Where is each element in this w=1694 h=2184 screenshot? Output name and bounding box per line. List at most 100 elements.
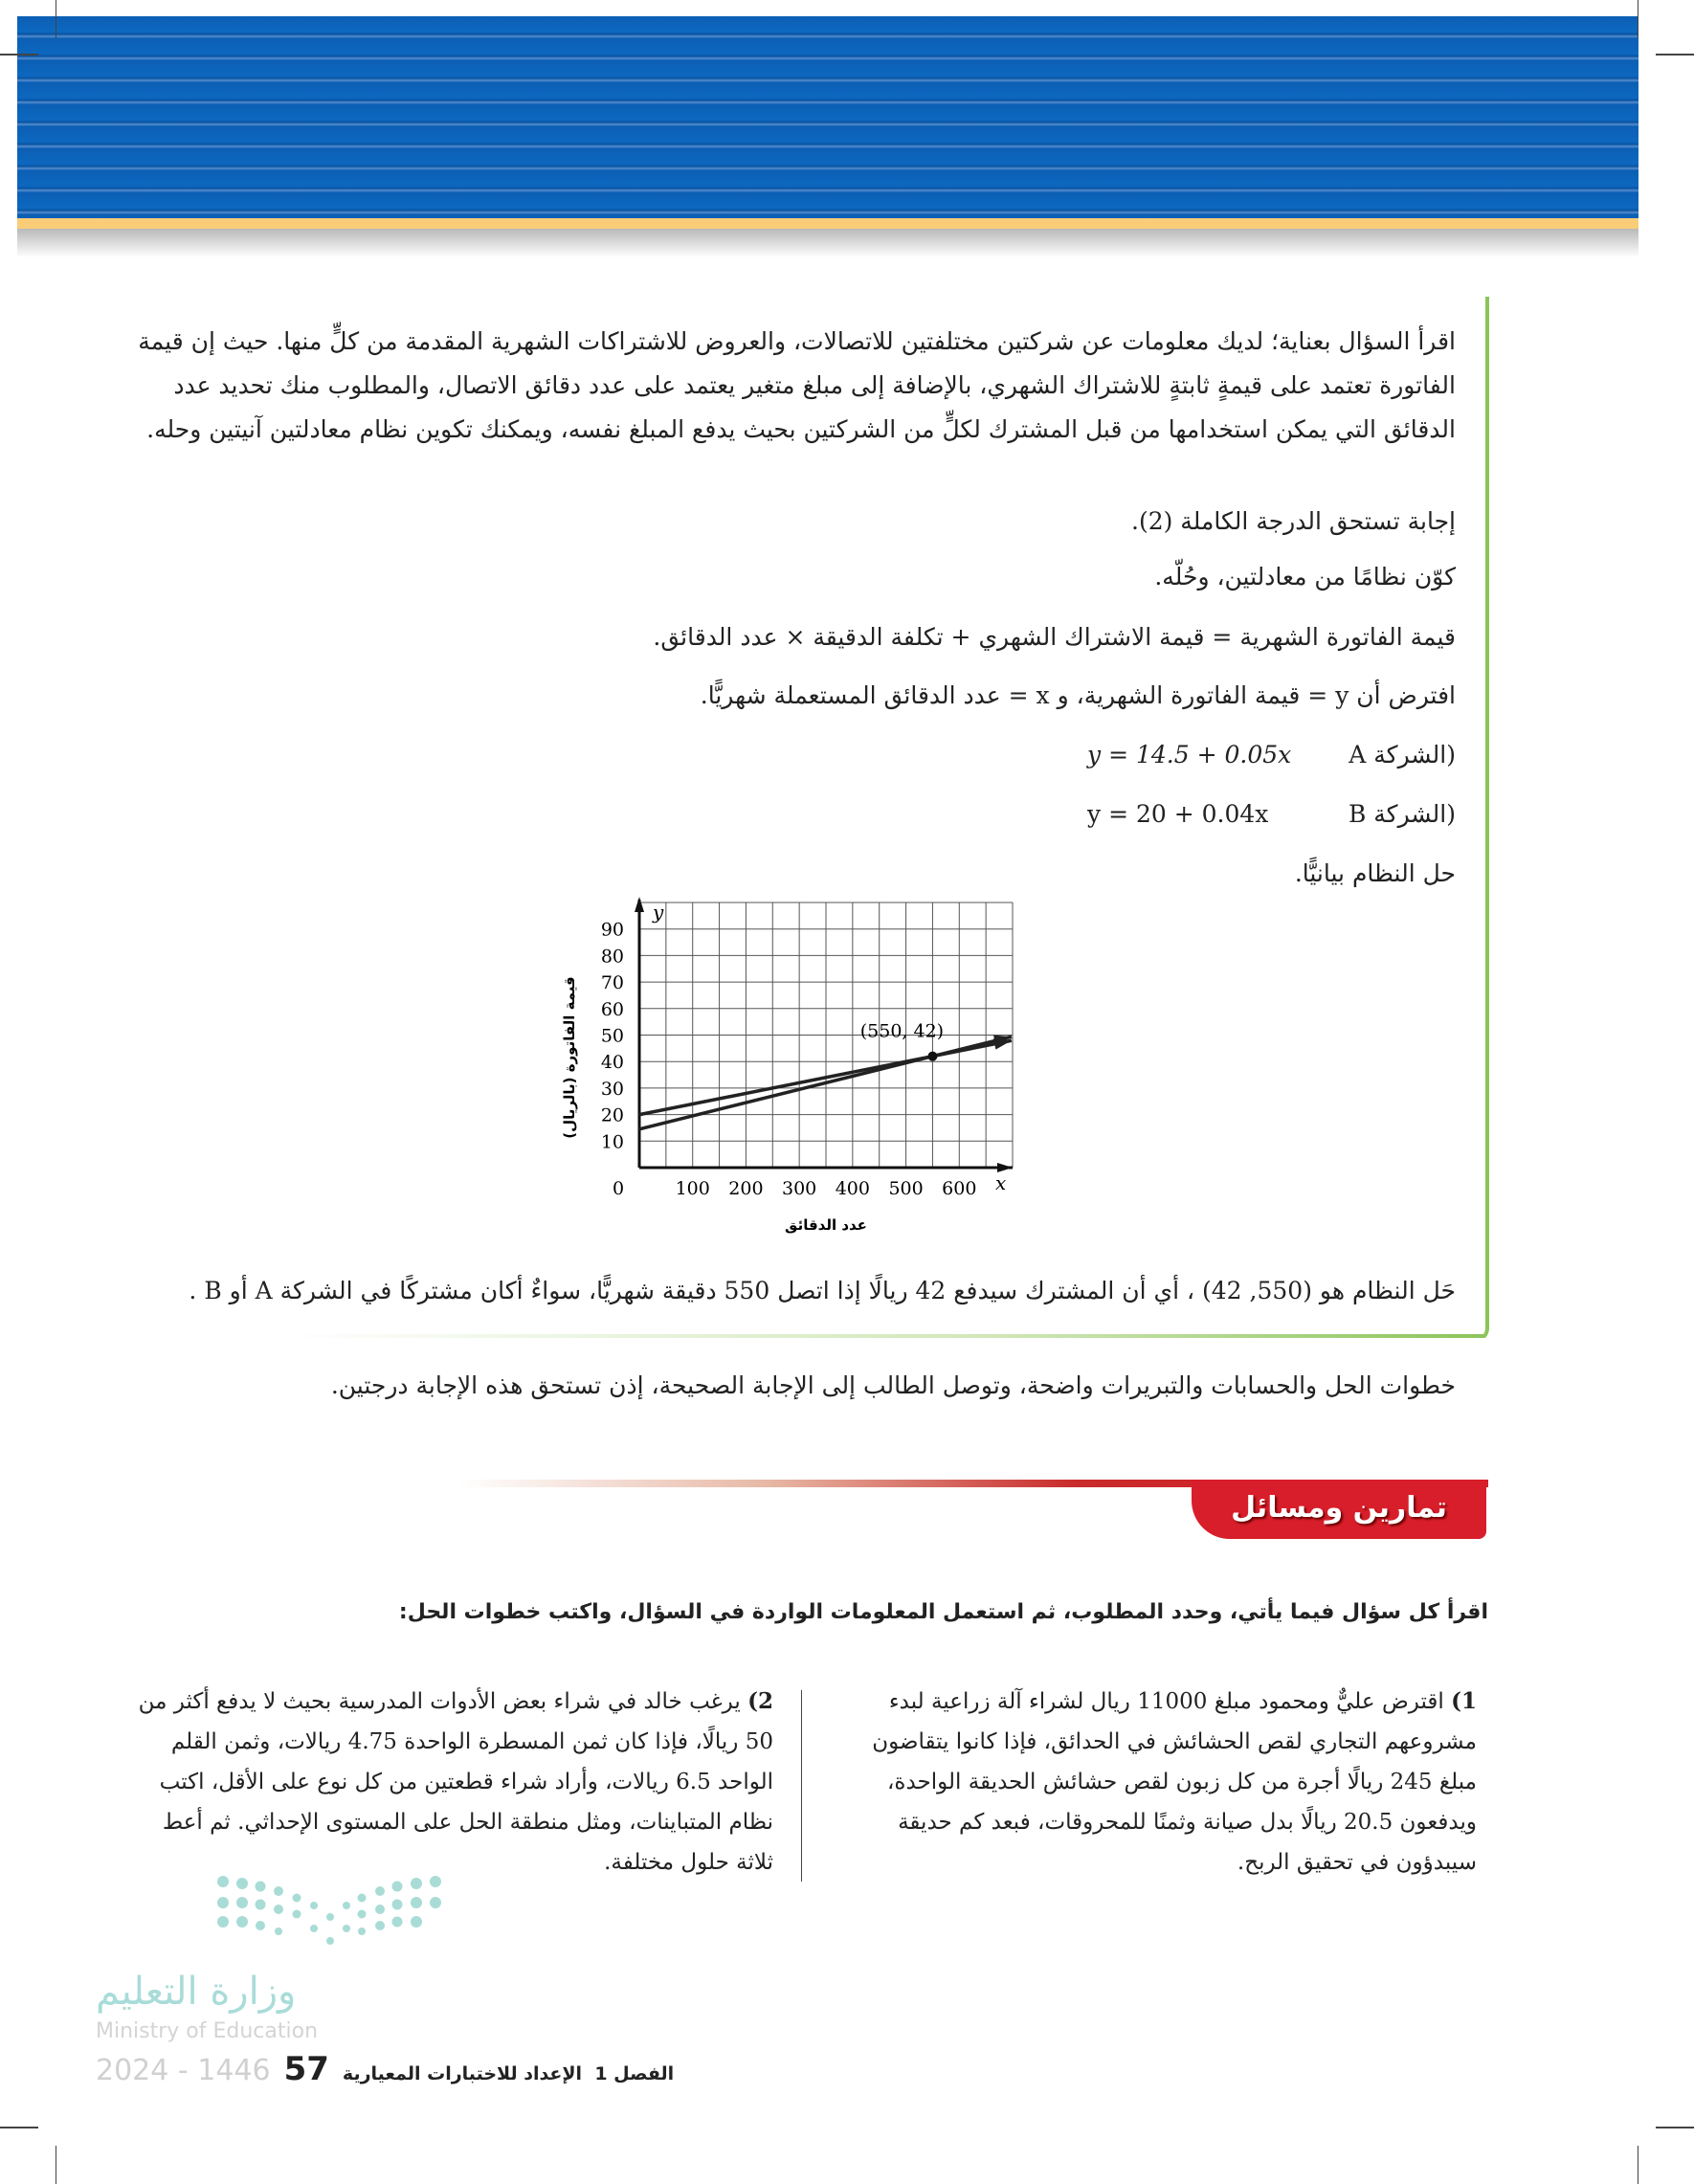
x-tick-label: 500 bbox=[888, 1178, 923, 1199]
intersection-label: (550, 42) bbox=[860, 1021, 944, 1042]
logo-dot bbox=[343, 1902, 350, 1909]
answer-box-dots bbox=[1482, 297, 1488, 320]
y-tick-label: 10 bbox=[601, 1131, 624, 1152]
answer-graph-line: حل النظام بيانيًّا. bbox=[1294, 859, 1456, 887]
y-axis-letter: y bbox=[652, 901, 664, 924]
y-axis-arrow bbox=[635, 897, 644, 912]
intersection-point bbox=[927, 1051, 938, 1061]
logo-dot bbox=[391, 1881, 403, 1892]
y-tick-label: 60 bbox=[601, 999, 624, 1020]
crop-mark bbox=[0, 2127, 38, 2128]
logo-dot bbox=[411, 1878, 422, 1889]
x-tick-label: 100 bbox=[676, 1178, 710, 1199]
x-axis-arrow bbox=[997, 1163, 1013, 1172]
series-line-1 bbox=[638, 1038, 1013, 1117]
logo-dot bbox=[326, 1937, 334, 1945]
system-graph: 100 200 300 400 500 600 10 20 30 40 50 60 70 80 90 y x… bbox=[561, 897, 1014, 1234]
solution-line: حَل النظام هو (550, 42) ، أي أن المشترك … bbox=[189, 1277, 1456, 1304]
answer-assume-line: افترض أن y = قيمة الفاتورة الشهرية، و x … bbox=[700, 681, 1456, 709]
equation-a-label: (الشركة A bbox=[1349, 741, 1456, 769]
edition-year: 2024 - 1446 bbox=[96, 2054, 271, 2087]
crop-mark bbox=[0, 54, 38, 56]
logo-dot bbox=[310, 1902, 318, 1909]
column-divider bbox=[801, 1690, 802, 1882]
logo-dot bbox=[256, 1921, 265, 1930]
x-tick-label: 200 bbox=[728, 1178, 763, 1199]
y-tick-label: 30 bbox=[601, 1079, 624, 1100]
logo-dot bbox=[292, 1909, 301, 1919]
y-tick-label: 70 bbox=[601, 972, 624, 993]
logo-dot bbox=[357, 1893, 367, 1903]
logo-dot bbox=[217, 1916, 229, 1928]
logo-dot bbox=[274, 1905, 283, 1914]
logo-dot bbox=[391, 1916, 403, 1928]
logo-dot bbox=[274, 1886, 283, 1896]
logo-dot bbox=[357, 1909, 367, 1919]
logo-dot bbox=[236, 1878, 248, 1889]
logo-dot bbox=[217, 1897, 229, 1908]
chart-grid bbox=[635, 897, 1014, 1172]
equation-b-label: (الشركة B bbox=[1348, 800, 1456, 828]
logo-dot bbox=[292, 1893, 301, 1903]
exercise-text: اقترض عليٌّ ومحمود مبلغ 11000 ريال لشراء… bbox=[872, 1689, 1477, 1875]
header-banner bbox=[17, 16, 1638, 220]
logo-dot bbox=[375, 1921, 385, 1930]
page-number: 57 bbox=[283, 2050, 329, 2088]
y-tick-label: 50 bbox=[601, 1026, 624, 1047]
y-tick-label: 40 bbox=[601, 1052, 624, 1073]
logo-dot bbox=[326, 1913, 334, 1921]
x-axis-label: عدد الدقائق bbox=[785, 1216, 867, 1234]
answer-task-line: كوّن نظامًا من معادلتين، وحُلّه. bbox=[1154, 563, 1456, 591]
chapter-number: الفصل 1 bbox=[594, 2063, 675, 2084]
y-tick-label: 20 bbox=[601, 1105, 624, 1126]
logo-dot bbox=[411, 1897, 422, 1908]
equation-a: y = 14.5 + 0.05x bbox=[1087, 741, 1292, 769]
exercise-text: يرغب خالد في شراء بعض الأدوات المدرسية ب… bbox=[138, 1689, 773, 1875]
answer-formula-line: قيمة الفاتورة الشهرية = قيمة الاشتراك ال… bbox=[653, 623, 1456, 651]
header-banner-stripe bbox=[17, 218, 1638, 229]
x-axis-letter: x bbox=[995, 1171, 1006, 1194]
logo-dot bbox=[255, 1899, 266, 1910]
logo-dot bbox=[375, 1905, 385, 1914]
equation-b: y = 20 + 0.04x bbox=[1087, 800, 1269, 828]
intro-paragraph: اقرأ السؤال بعناية؛ لديك معلومات عن شركت… bbox=[138, 327, 1456, 443]
chart-ticks: 100 200 300 400 500 600 10 20 30 40 50 60 70 80 90 bbox=[601, 920, 977, 1199]
x-tick-label: 400 bbox=[836, 1178, 870, 1199]
origin-label: 0 bbox=[613, 1178, 624, 1199]
exercises-instruction: اقرأ كل سؤال فيما يأتي، وحدد المطلوب، ثم… bbox=[398, 1600, 1488, 1624]
crop-mark bbox=[1656, 2127, 1694, 2128]
exercises-header-bar bbox=[459, 1480, 1488, 1487]
ministry-logo-english: Ministry of Education bbox=[96, 2019, 319, 2043]
logo-dot bbox=[275, 1928, 282, 1935]
x-tick-label: 600 bbox=[942, 1178, 976, 1199]
logo-dot bbox=[343, 1925, 350, 1932]
ministry-logo-arabic: وزارة التعليم bbox=[96, 1970, 297, 2014]
exercises-header: تمارين ومسائل bbox=[1192, 1480, 1486, 1539]
chapter-title: الإعداد للاختبارات المعيارية bbox=[342, 2063, 583, 2084]
y-tick-label: 90 bbox=[601, 920, 624, 941]
header-banner-shadow bbox=[17, 229, 1638, 257]
footer-row: 2024 - 1446 57 الفصل 1 الإعداد للاختبارا… bbox=[96, 2050, 674, 2088]
y-axis-label: قيمة الفاتورة (بالريال) bbox=[561, 976, 578, 1139]
x-tick-label: 300 bbox=[782, 1178, 816, 1199]
exercise-item-2: 2) يرغب خالد في شراء بعض الأدوات المدرسي… bbox=[119, 1682, 773, 1883]
logo-dot bbox=[430, 1876, 441, 1887]
exercise-item-1: 1) اقترض عليٌّ ومحمود مبلغ 11000 ريال لش… bbox=[864, 1682, 1477, 1883]
logo-dot bbox=[217, 1876, 229, 1887]
logo-dot bbox=[411, 1916, 422, 1928]
logo-dot bbox=[358, 1928, 366, 1935]
exercise-number: 2) bbox=[747, 1688, 773, 1714]
exercise-number: 1) bbox=[1451, 1688, 1477, 1714]
chart-series bbox=[638, 1035, 1013, 1131]
logo-dot bbox=[375, 1886, 385, 1896]
logo-dot bbox=[310, 1925, 318, 1932]
logo-dot bbox=[391, 1899, 403, 1910]
crop-mark bbox=[1656, 54, 1694, 56]
answer-grade-line: إجابة تستحق الدرجة الكاملة (2). bbox=[1131, 507, 1456, 535]
chapter-footer: الفصل 1 الإعداد للاختبارات المعيارية bbox=[343, 2063, 674, 2084]
logo-dot bbox=[236, 1897, 248, 1908]
logo-dot bbox=[255, 1881, 266, 1892]
series-arrow-1 bbox=[993, 1037, 1012, 1050]
logo-dot bbox=[430, 1897, 441, 1908]
ministry-logo-dots bbox=[217, 1876, 441, 1945]
